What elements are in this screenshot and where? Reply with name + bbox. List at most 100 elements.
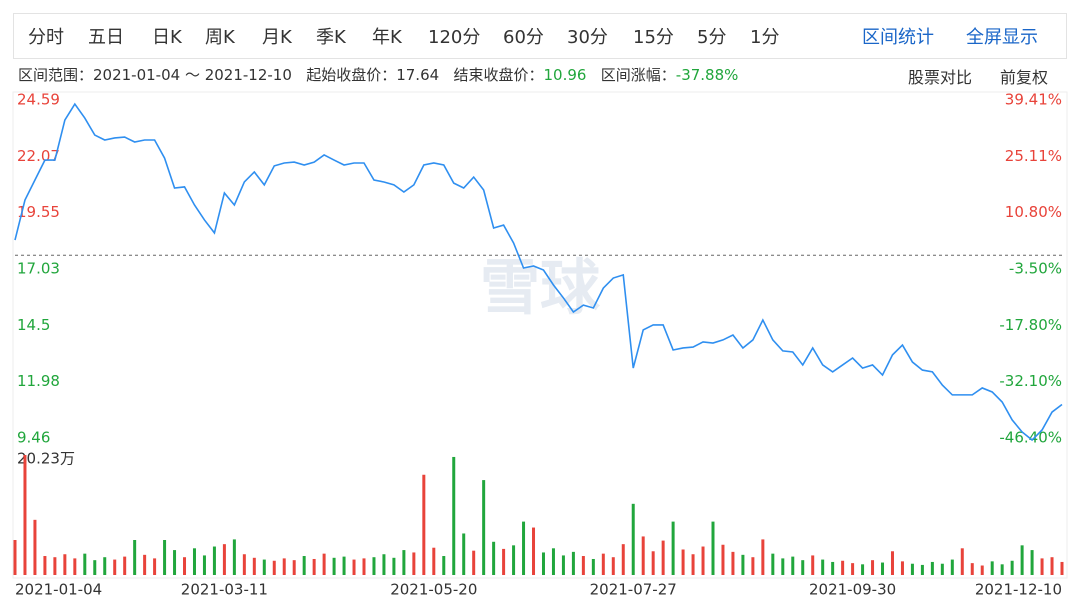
x-tick-label: 2021-07-27 — [590, 581, 677, 599]
adjust-link[interactable]: 前复权 — [1000, 68, 1049, 87]
y2-tick-label: -17.80% — [999, 316, 1062, 334]
volume-bar — [1060, 561, 1064, 575]
volume-bar — [621, 544, 625, 575]
volume-bar — [811, 555, 815, 575]
volume-bar — [402, 550, 406, 575]
volume-bar — [791, 556, 795, 575]
volume-bar — [661, 540, 665, 575]
volume-bar — [412, 552, 416, 575]
info-line: 区间范围：2021-01-04 ～ 2021-12-10 起始收盘价：17.64… — [18, 64, 1068, 88]
volume-bar — [422, 474, 426, 575]
volume-bar — [990, 561, 994, 575]
volume-bar — [472, 550, 476, 575]
period-tab[interactable]: 120分 — [428, 27, 481, 48]
period-tab[interactable]: 日K — [152, 27, 182, 48]
volume-bar — [821, 559, 825, 575]
volume-bar — [512, 545, 516, 575]
start-price: 17.64 — [396, 66, 440, 84]
action-link[interactable]: 全屏显示 — [966, 27, 1038, 48]
volume-bar — [651, 551, 655, 575]
y2-tick-label: 10.80% — [1005, 203, 1062, 221]
period-tab[interactable]: 年K — [372, 27, 402, 48]
volume-bar — [282, 558, 286, 575]
volume-bar — [900, 561, 904, 575]
period-tab[interactable]: 分时 — [28, 27, 64, 48]
period-tab[interactable]: 周K — [205, 27, 235, 48]
volume-bar — [183, 557, 187, 575]
volume-bar — [851, 563, 855, 575]
volume-bar — [561, 555, 565, 575]
volume-bar — [332, 557, 336, 575]
volume-bar — [940, 563, 944, 575]
volume-bar — [482, 480, 486, 575]
volume-bar — [362, 558, 366, 575]
volume-bar — [1010, 560, 1014, 575]
volume-bar — [601, 553, 605, 575]
volume-bar — [801, 560, 805, 575]
volume-bar — [950, 559, 954, 575]
volume-bar — [881, 562, 885, 575]
volume-bar — [841, 560, 845, 575]
volume-bar — [13, 540, 17, 575]
volume-tick-label: 20.23万 — [17, 450, 75, 468]
volume-bar — [751, 557, 755, 575]
period-tab[interactable]: 五日 — [88, 27, 124, 48]
volume-bar — [611, 557, 615, 575]
volume-bar — [920, 564, 924, 575]
volume-bar — [831, 561, 835, 575]
range: 区间范围：2021-01-04 ～ 2021-12-10 — [18, 66, 292, 84]
action-link[interactable]: 区间统计 — [862, 27, 934, 48]
x-tick-label: 2021-01-04 — [15, 581, 102, 599]
compare-link[interactable]: 股票对比 — [908, 68, 973, 87]
volume-bar — [581, 556, 585, 575]
volume-bar — [43, 556, 47, 575]
volume-bar — [192, 548, 196, 575]
period-tab[interactable]: 30分 — [567, 27, 608, 48]
period-tab[interactable]: 月K — [262, 27, 292, 48]
y2-tick-label: 39.41% — [1005, 91, 1062, 109]
volume-bar — [641, 536, 645, 575]
x-tick-label: 2021-03-11 — [181, 581, 268, 599]
end-price: 10.96 — [543, 66, 587, 84]
volume-bar — [462, 533, 466, 575]
volume-bar — [681, 549, 685, 575]
volume-bar — [452, 456, 456, 575]
y2-tick-label: -46.40% — [999, 429, 1062, 447]
volume-bar — [83, 553, 87, 575]
volume-bar — [532, 527, 536, 575]
volume-bar — [871, 560, 875, 575]
volume-bar — [372, 557, 376, 575]
end-label: 结束收盘价： — [453, 66, 544, 84]
volume-bar — [432, 547, 436, 575]
period-tab[interactable]: 60分 — [503, 27, 544, 48]
x-tick-label: 2021-12-10 — [975, 581, 1062, 599]
toolbar: 分时 五日 日K 周K 月K 季K 年K 120分 60分 30分 15分 5分 1分 区间统计 全屏显示 — [13, 13, 1067, 59]
y-tick-label: 17.03 — [17, 259, 60, 277]
y-tick-label: 14.5 — [17, 316, 50, 334]
period-tab[interactable]: 15分 — [633, 27, 674, 48]
volume-bar — [252, 557, 256, 575]
period-tab[interactable]: 5分 — [697, 27, 727, 48]
x-tick-label: 2021-05-20 — [390, 581, 477, 599]
volume-bar — [591, 558, 595, 575]
volume-bar — [541, 552, 545, 575]
period-tab[interactable]: 季K — [316, 27, 346, 48]
volume-bar — [212, 546, 216, 575]
y2-tick-label: -3.50% — [1009, 260, 1062, 278]
volume-bar — [93, 560, 97, 575]
volume-bar — [960, 548, 964, 575]
y-tick-label: 19.55 — [17, 203, 60, 221]
volume-bar — [302, 556, 306, 575]
y-tick-label: 11.98 — [17, 372, 60, 390]
volume-bar — [1030, 550, 1034, 575]
volume-bar — [1040, 558, 1044, 575]
volume-bar — [522, 521, 526, 575]
volume-bar — [153, 558, 157, 575]
period-tab[interactable]: 1分 — [750, 27, 780, 48]
volume-bar — [242, 554, 246, 575]
change: -37.88% — [675, 66, 739, 84]
volume-bar — [492, 541, 496, 575]
volume-bar — [741, 554, 745, 575]
